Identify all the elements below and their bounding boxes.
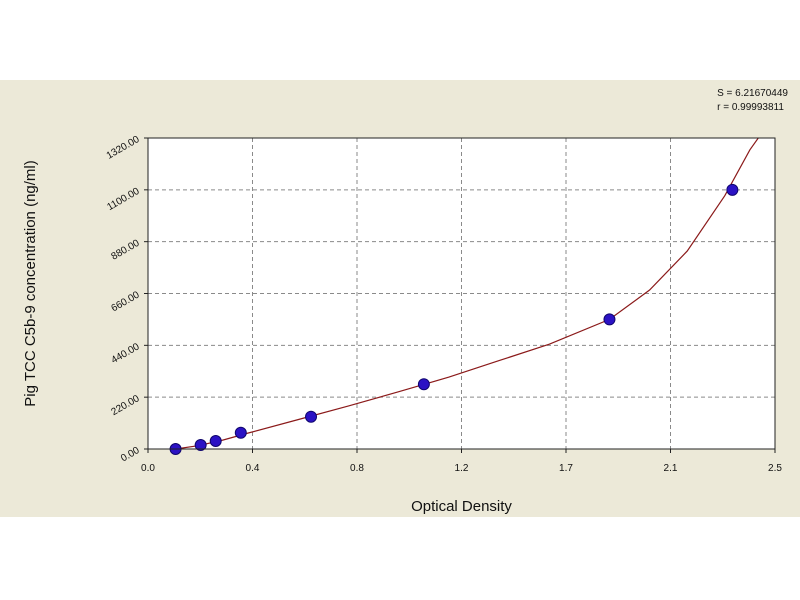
x-axis-title: Optical Density xyxy=(411,498,512,515)
data-point xyxy=(417,378,430,391)
y-axis-title: Pig TCC C5b-9 concentration (ng/ml) xyxy=(22,160,39,407)
fit-statistics: S = 6.21670449 r = 0.99993811 xyxy=(717,87,788,115)
x-tick-label: 0.0 xyxy=(141,463,155,474)
x-tick-label: 1.2 xyxy=(455,463,469,474)
y-tick-label: 1100.00 xyxy=(105,186,142,213)
x-tick-label: 2.1 xyxy=(664,463,678,474)
y-tick-label: 440.00 xyxy=(110,341,142,366)
fit-stat-s: S = 6.21670449 xyxy=(717,88,788,99)
x-tick-label: 0.4 xyxy=(246,463,260,474)
data-point xyxy=(194,438,207,451)
y-tick-label: 660.00 xyxy=(110,289,142,314)
data-point xyxy=(305,410,318,423)
data-point xyxy=(603,313,616,326)
y-tick-label: 0.00 xyxy=(119,445,142,464)
x-tick-label: 1.7 xyxy=(559,463,573,474)
x-tick-label: 0.8 xyxy=(350,463,364,474)
data-point xyxy=(234,426,247,439)
data-point xyxy=(209,434,222,447)
x-tick-label: 2.5 xyxy=(768,463,782,474)
data-point xyxy=(726,183,739,196)
fit-stat-r: r = 0.99993811 xyxy=(717,102,784,113)
grid xyxy=(148,138,775,449)
y-tick-label: 1320.00 xyxy=(105,134,142,162)
y-tick-label: 880.00 xyxy=(110,238,142,263)
y-tick-label: 220.00 xyxy=(110,393,142,418)
